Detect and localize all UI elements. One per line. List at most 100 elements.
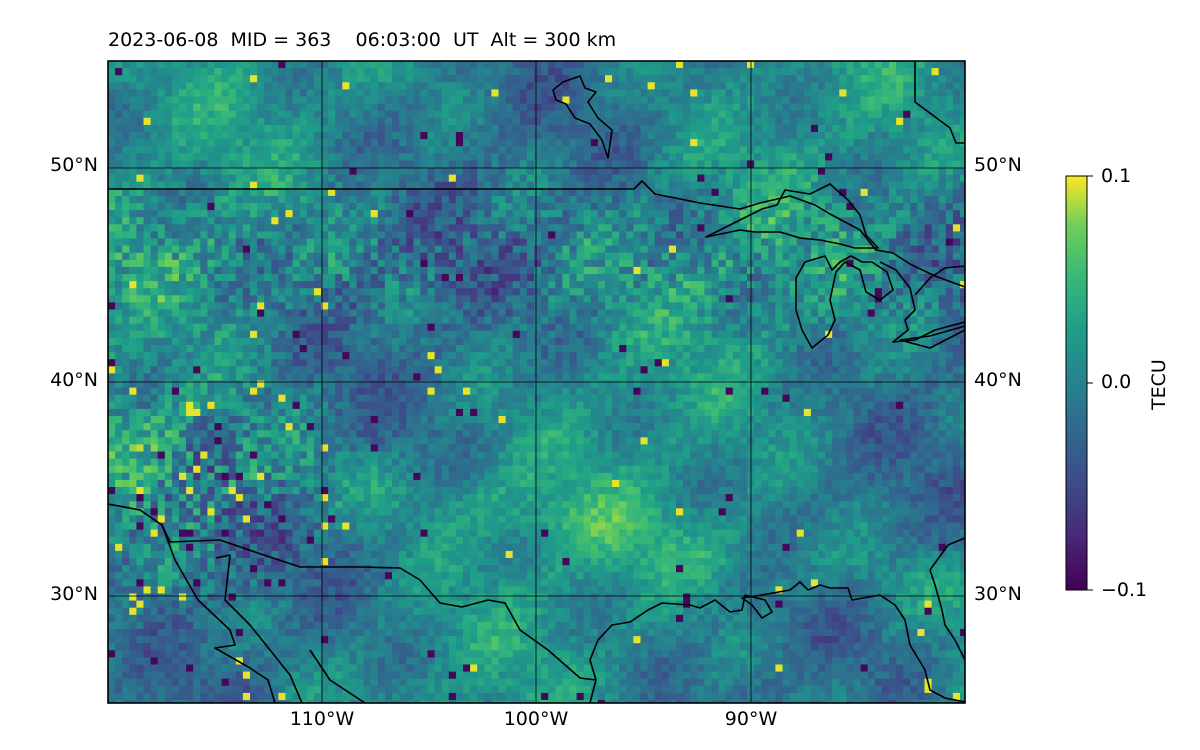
heatmap-cell xyxy=(555,238,563,246)
heatmap-cell xyxy=(654,302,663,310)
heatmap-cell xyxy=(825,89,833,97)
heatmap-cell xyxy=(115,103,123,112)
heatmap-cell xyxy=(228,103,237,112)
heatmap-cell xyxy=(690,203,698,211)
heatmap-cell xyxy=(697,203,705,211)
heatmap-cell xyxy=(321,167,329,175)
heatmap-cell xyxy=(952,82,961,90)
heatmap-cell xyxy=(668,160,677,168)
heatmap-cell xyxy=(179,309,187,317)
heatmap-cell xyxy=(874,96,883,104)
heatmap-cell xyxy=(164,252,173,261)
heatmap-cell xyxy=(242,345,251,353)
heatmap-cell xyxy=(122,75,130,83)
heatmap-cell xyxy=(597,281,606,289)
heatmap-cell xyxy=(789,259,798,268)
heatmap-cell xyxy=(562,309,570,317)
heatmap-cell xyxy=(605,89,613,97)
heatmap-cell xyxy=(434,174,443,183)
heatmap-cell xyxy=(867,103,876,112)
heatmap-cell xyxy=(115,181,123,190)
heatmap-cell xyxy=(676,210,684,218)
heatmap-cell xyxy=(264,259,272,268)
heatmap-cell xyxy=(434,316,443,325)
heatmap-cell xyxy=(115,89,123,97)
heatmap-cell xyxy=(711,132,719,140)
heatmap-cell xyxy=(264,295,272,303)
heatmap-cell xyxy=(221,89,230,97)
heatmap-cell xyxy=(810,281,819,289)
heatmap-cell xyxy=(619,345,627,353)
heatmap-cell xyxy=(924,245,932,254)
heatmap-cell xyxy=(626,139,634,147)
heatmap-cell xyxy=(668,167,677,175)
heatmap-cell xyxy=(214,82,222,90)
heatmap-cell xyxy=(555,266,563,275)
heatmap-cell xyxy=(718,316,727,325)
heatmap-cell xyxy=(910,89,918,97)
heatmap-cell xyxy=(292,139,301,147)
heatmap-cell xyxy=(143,281,151,289)
heatmap-cell xyxy=(768,295,776,303)
heatmap-cell xyxy=(406,337,414,346)
heatmap-cell xyxy=(477,252,485,261)
heatmap-cell xyxy=(583,274,592,282)
heatmap-cell xyxy=(605,316,613,325)
heatmap-cell xyxy=(406,259,414,268)
heatmap-cell xyxy=(874,103,883,112)
heatmap-cell xyxy=(164,132,173,140)
heatmap-cell xyxy=(207,153,215,161)
heatmap-cell xyxy=(874,139,883,147)
heatmap-cell xyxy=(597,195,606,204)
heatmap-cell xyxy=(739,224,748,232)
heatmap-cell xyxy=(448,345,457,353)
heatmap-cell xyxy=(399,288,407,296)
heatmap-cell xyxy=(718,96,727,104)
heatmap-cell xyxy=(228,337,237,346)
heatmap-cell xyxy=(910,96,918,104)
heatmap-cell xyxy=(548,330,556,339)
heatmap-cell xyxy=(562,252,570,261)
heatmap-cell xyxy=(200,337,208,346)
heatmap-cell xyxy=(853,203,861,211)
heatmap-cell xyxy=(881,210,890,218)
heatmap-cell xyxy=(931,224,940,232)
heatmap-cell xyxy=(775,266,783,275)
heatmap-cell xyxy=(917,68,925,76)
heatmap-cell xyxy=(903,266,911,275)
heatmap-cell xyxy=(619,245,627,254)
heatmap-cell xyxy=(214,330,222,339)
heatmap-cell xyxy=(633,274,641,282)
heatmap-cell xyxy=(321,231,329,239)
heatmap-cell xyxy=(952,75,961,83)
heatmap-cell xyxy=(122,124,130,133)
heatmap-cell xyxy=(157,61,166,69)
heatmap-cell xyxy=(157,174,166,183)
heatmap-cell xyxy=(640,146,648,154)
heatmap-cell xyxy=(860,181,869,190)
heatmap-cell xyxy=(370,345,379,353)
heatmap-cell xyxy=(768,61,776,69)
heatmap-cell xyxy=(406,75,414,83)
heatmap-cell xyxy=(952,295,961,303)
heatmap-cell xyxy=(931,174,940,183)
heatmap-cell xyxy=(505,309,514,317)
heatmap-cell xyxy=(342,217,350,225)
heatmap-cell xyxy=(612,302,620,310)
heatmap-cell xyxy=(477,316,485,325)
heatmap-cell xyxy=(455,252,464,261)
heatmap-cell xyxy=(761,337,769,346)
heatmap-cell xyxy=(512,139,521,147)
heatmap-cell xyxy=(164,82,173,90)
heatmap-cell xyxy=(498,231,506,239)
heatmap-cell xyxy=(214,210,222,218)
heatmap-cell xyxy=(768,238,776,246)
heatmap-cell xyxy=(931,295,940,303)
heatmap-cell xyxy=(718,188,727,197)
heatmap-cell xyxy=(498,224,506,232)
heatmap-cell xyxy=(455,210,464,218)
heatmap-cell xyxy=(612,167,620,175)
heatmap-cell xyxy=(505,238,514,246)
heatmap-cell xyxy=(810,217,819,225)
heatmap-cell xyxy=(860,259,869,268)
